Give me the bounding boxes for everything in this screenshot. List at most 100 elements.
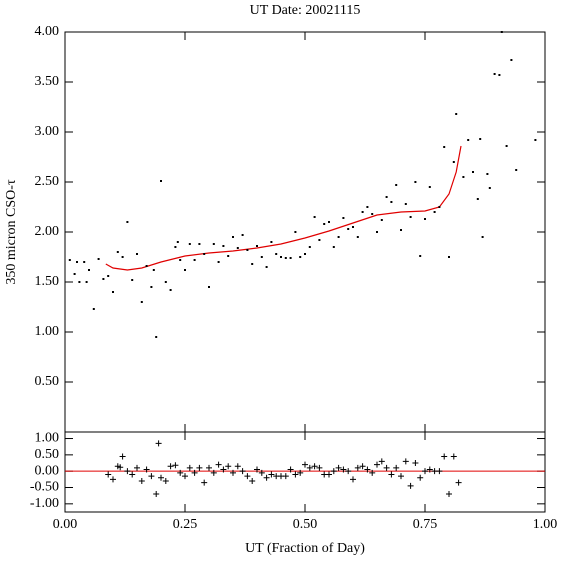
residual-point: [311, 463, 318, 470]
residual-point: [110, 476, 116, 483]
data-point: [443, 146, 446, 148]
data-point: [318, 239, 321, 241]
data-point: [232, 236, 234, 238]
data-point: [400, 229, 402, 231]
residual-point: [244, 473, 251, 480]
data-point: [107, 275, 110, 277]
y-tick-label: 0.00: [35, 463, 60, 478]
residual-point: [167, 463, 174, 470]
data-point: [452, 161, 455, 163]
residual-point: [350, 476, 356, 483]
data-point: [414, 181, 417, 183]
data-point: [176, 241, 179, 243]
residual-point: [210, 469, 217, 476]
data-point: [136, 253, 138, 255]
residual-point: [206, 464, 212, 471]
data-point: [270, 241, 273, 243]
residual-point: [455, 479, 462, 486]
data-point: [390, 201, 393, 203]
residual-point: [230, 469, 236, 476]
data-point: [304, 253, 306, 255]
data-point: [385, 196, 388, 198]
data-point: [260, 256, 263, 258]
data-point: [308, 246, 311, 248]
residual-point: [239, 468, 246, 475]
y-tick-label: 1.00: [35, 324, 60, 339]
residual-point: [441, 453, 448, 460]
data-point: [366, 206, 369, 208]
data-point: [313, 216, 316, 218]
residual-point: [143, 466, 150, 473]
data-point: [299, 256, 302, 258]
data-point: [217, 261, 220, 263]
residual-point: [225, 463, 232, 470]
residual-point: [249, 477, 256, 484]
residual-point: [201, 479, 208, 486]
data-point: [534, 139, 537, 141]
data-point: [164, 281, 167, 283]
y-tick-label: -0.50: [30, 480, 59, 495]
residual-point: [182, 473, 188, 480]
residual-point: [177, 469, 184, 476]
data-point: [88, 269, 90, 271]
data-point: [212, 243, 215, 245]
residual-point: [345, 468, 352, 475]
residual-point: [268, 471, 275, 478]
residual-point: [191, 469, 198, 476]
data-point: [85, 281, 88, 283]
residual-point: [129, 471, 136, 478]
residual-point: [117, 464, 124, 471]
data-point: [150, 286, 153, 288]
data-point: [256, 245, 258, 247]
data-point: [467, 139, 470, 141]
residual-point: [105, 471, 112, 478]
data-point: [515, 169, 518, 171]
data-point: [332, 246, 335, 248]
residual-point: [417, 474, 424, 481]
data-point: [472, 171, 474, 173]
residual-point: [292, 471, 299, 478]
data-point: [294, 231, 297, 233]
data-point: [152, 269, 155, 271]
data-point: [361, 211, 364, 213]
data-point: [380, 219, 383, 221]
y-tick-label: 2.50: [35, 174, 60, 189]
data-point: [275, 253, 278, 255]
data-point: [289, 257, 292, 259]
y-tick-label: -1.00: [30, 496, 59, 511]
residual-point: [378, 458, 385, 465]
data-point: [73, 273, 76, 275]
data-point: [131, 279, 134, 281]
data-point: [352, 226, 354, 228]
residual-point: [393, 464, 400, 471]
residual-point: [359, 463, 366, 470]
data-point: [356, 236, 359, 238]
residual-point: [263, 474, 270, 481]
residual-point: [354, 464, 361, 471]
residual-point: [335, 464, 342, 471]
data-point: [428, 186, 431, 188]
data-point: [433, 211, 436, 213]
data-point: [193, 259, 196, 261]
data-point: [395, 184, 398, 186]
residual-point: [369, 469, 376, 476]
residual-point: [407, 482, 414, 489]
x-tick-label: 0.00: [53, 517, 78, 532]
residual-point: [158, 474, 164, 481]
data-point: [448, 256, 450, 258]
x-tick-label: 0.50: [293, 517, 318, 532]
data-point: [498, 74, 501, 76]
y-tick-label: 3.50: [35, 74, 60, 89]
x-tick-label: 1.00: [533, 517, 558, 532]
residual-point: [316, 464, 323, 471]
data-point: [160, 180, 162, 182]
data-point: [102, 278, 105, 280]
residual-point: [287, 466, 294, 473]
residual-point: [306, 464, 313, 471]
residual-point: [186, 464, 193, 471]
residual-point: [258, 469, 265, 476]
x-axis-label: UT (Fraction of Day): [245, 541, 365, 556]
data-point: [409, 216, 412, 218]
data-point: [404, 203, 407, 205]
data-point: [251, 263, 254, 265]
